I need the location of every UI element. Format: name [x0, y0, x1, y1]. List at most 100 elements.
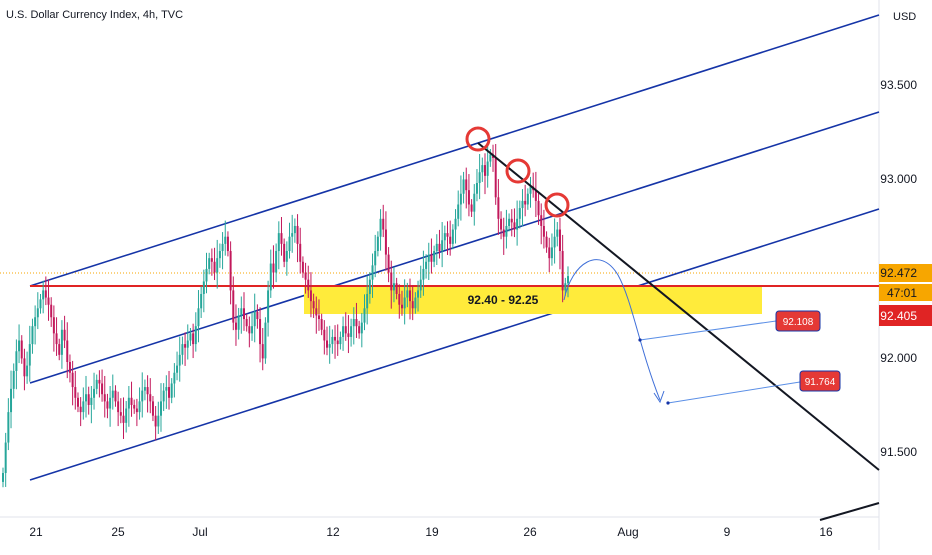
candle-body	[98, 379, 101, 384]
candle-body	[296, 225, 299, 244]
candle-body	[109, 397, 112, 409]
candle-body	[446, 233, 449, 237]
candle-body	[564, 283, 567, 291]
time-tick: 21	[29, 525, 43, 539]
candle-body	[339, 336, 342, 345]
candle-body	[334, 336, 337, 341]
candle-body	[360, 322, 363, 334]
candle-body	[26, 365, 29, 377]
candle-body	[336, 340, 339, 345]
candle-body	[181, 344, 184, 355]
channel-lower-line[interactable]	[29, 208, 880, 481]
candle-body	[76, 397, 79, 407]
candle-body	[50, 304, 53, 318]
time-tick: 25	[111, 525, 125, 539]
bar-countdown-label: 47:01	[887, 286, 917, 300]
candle-body	[462, 179, 465, 194]
candle-body	[256, 311, 259, 320]
lower-high-marker-3[interactable]	[544, 192, 570, 218]
candle-body	[500, 218, 503, 230]
candle-body	[117, 401, 120, 413]
candle-body	[213, 261, 216, 273]
candle-body	[320, 319, 323, 330]
lower-trend-line[interactable]	[819, 502, 880, 521]
candle-body	[545, 236, 548, 248]
price-tick: 91.500	[880, 445, 917, 459]
candle-body	[299, 243, 302, 262]
last-price-label: 92.472	[880, 266, 917, 280]
time-tick: 16	[819, 525, 833, 539]
candle-body	[331, 336, 334, 345]
candle-body	[125, 408, 128, 423]
descending-trend-line[interactable]	[477, 142, 880, 471]
price-currency[interactable]: USD	[893, 11, 917, 23]
candle-body	[234, 322, 237, 330]
candle-body	[58, 344, 61, 355]
channel-upper-line[interactable]	[29, 14, 880, 287]
last-price-badge	[879, 264, 932, 282]
candle-body	[443, 233, 446, 241]
candle-body	[127, 397, 130, 409]
candle-body	[494, 157, 497, 198]
candle-body	[200, 293, 203, 309]
candle-body	[55, 333, 58, 345]
candle-body	[422, 268, 425, 280]
candle-body	[427, 254, 430, 262]
candle-body	[15, 351, 18, 371]
candle-body	[505, 225, 508, 237]
candle-body	[103, 394, 106, 402]
lower-high-marker-2[interactable]	[505, 158, 531, 184]
candle-body	[277, 233, 280, 252]
candle-body	[283, 243, 286, 262]
time-tick: Jul	[192, 525, 207, 539]
candle-body	[184, 344, 187, 348]
candle-body	[470, 204, 473, 212]
candle-body	[101, 383, 104, 395]
projected-path-arrowhead	[653, 390, 665, 404]
candle-body	[157, 415, 160, 427]
candle-body	[344, 326, 347, 334]
candle-body	[384, 229, 387, 255]
candle-body	[411, 301, 414, 309]
lower-high-marker-1[interactable]	[465, 126, 491, 152]
candle-body	[74, 387, 77, 398]
candle-body	[425, 261, 428, 269]
candle-body	[395, 283, 398, 294]
candle-body	[275, 251, 278, 273]
candle-body	[31, 326, 34, 345]
candle-body	[301, 261, 304, 273]
time-tick: Aug	[617, 525, 638, 539]
candle-body	[534, 190, 537, 201]
candle-body	[114, 390, 117, 402]
candle-body	[47, 297, 50, 305]
candle-body	[242, 308, 245, 320]
candle-body	[550, 247, 553, 259]
chart-title[interactable]: U.S. Dollar Currency Index, 4h, TVC	[6, 9, 184, 21]
target-2-label-box[interactable]	[799, 370, 841, 392]
candle-body	[44, 290, 47, 298]
candle-body	[323, 329, 326, 341]
candle-body	[521, 200, 524, 209]
candle-body	[417, 290, 420, 298]
time-tick: 12	[326, 525, 340, 539]
candle-body	[309, 290, 312, 302]
candle-body	[374, 251, 377, 266]
candle-body	[449, 236, 452, 244]
candle-body	[285, 251, 288, 262]
support-zone[interactable]	[304, 287, 762, 314]
projected-path-curve	[563, 259, 661, 401]
candle-body	[419, 279, 422, 291]
candle-body	[459, 193, 462, 205]
price-axis[interactable]: 93.500 93.000 92.000 91.500	[880, 78, 917, 459]
channel-middle-line[interactable]	[29, 111, 880, 384]
time-axis[interactable]: 21 25 Jul 12 19 26 Aug 9 16	[29, 525, 833, 539]
candle-body	[42, 290, 45, 300]
target-1-label-box[interactable]	[775, 310, 821, 332]
candle-body	[508, 218, 511, 226]
candle-body	[368, 279, 371, 294]
candle-body	[556, 229, 559, 237]
candle-body	[143, 387, 146, 391]
candle-body	[430, 254, 433, 262]
